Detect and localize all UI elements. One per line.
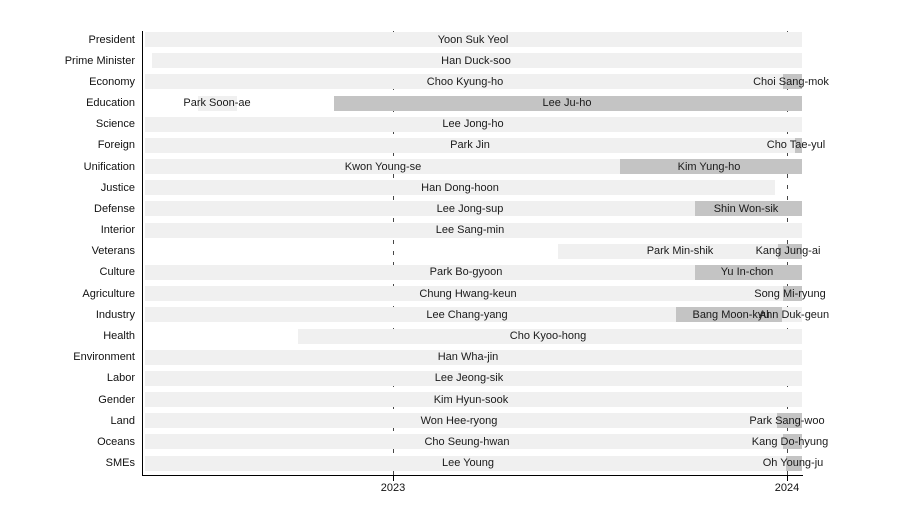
bar-yoon-suk-yeol: [145, 32, 802, 47]
minister-name-kim-yung-ho: Kim Yung-ho: [677, 160, 741, 173]
y-axis-line: [141, 31, 143, 475]
row-label-veterans: Veterans: [91, 245, 135, 258]
minister-name-cho-seung-hwan: Cho Seung-hwan: [424, 435, 510, 448]
bar-park-soon-ae: [198, 95, 237, 111]
bar-cho-kyoo-hong: [298, 328, 802, 344]
minister-name-yoon-suk-yeol: Yoon Suk Yeol: [437, 33, 509, 46]
minister-name-choo-kyung-ho: Choo Kyung-ho: [426, 75, 504, 88]
minister-name-park-min-shik: Park Min-shik: [646, 245, 714, 258]
minister-name-shin-won-sik: Shin Won-sik: [713, 202, 779, 215]
bar-han-wha-jin: [145, 349, 802, 365]
bar-lee-jong-ho: [145, 116, 802, 132]
minister-name-park-bo-gyoon: Park Bo-gyoon: [429, 266, 503, 279]
x-tick-2023: [392, 474, 394, 481]
bar-lee-ju-ho: [334, 95, 802, 111]
x-tick-label-2023: 2023: [380, 482, 406, 494]
minister-name-cho-tae-yul: Cho Tae-yul: [766, 139, 826, 152]
bar-bang-moon-kyu: [676, 307, 782, 323]
minister-name-ahn-duk-geun: Ahn Duk-geun: [758, 308, 830, 321]
bar-kwon-young-se: [145, 159, 620, 175]
bar-park-jin: [145, 137, 795, 153]
bar-cho-seung-hwan: [145, 434, 783, 450]
bar-ahn-duk-geun: [782, 307, 802, 323]
row-label-education: Education: [86, 97, 135, 110]
minister-name-kim-hyun-sook: Kim Hyun-sook: [433, 393, 509, 406]
minister-name-lee-chang-yang: Lee Chang-yang: [426, 308, 508, 321]
bar-lee-chang-yang: [145, 307, 676, 323]
bar-shin-won-sik: [695, 201, 802, 217]
bar-kang-jung-ai: [778, 243, 802, 259]
minister-name-lee-sang-min: Lee Sang-min: [435, 224, 505, 237]
gridline-2023: [392, 31, 394, 475]
minister-name-lee-young: Lee Young: [441, 457, 495, 470]
bar-lee-jeong-sik: [145, 370, 802, 386]
minister-name-han-wha-jin: Han Wha-jin: [437, 351, 499, 364]
bar-park-sang-woo: [777, 413, 802, 429]
bar-choo-kyung-ho: [145, 74, 783, 90]
row-label-smes: SMEs: [105, 457, 135, 470]
bar-oh-young-ju: [785, 455, 802, 471]
row-label-unification: Unification: [83, 160, 135, 173]
x-tick-label-2024: 2024: [774, 482, 800, 494]
minister-name-kang-jung-ai: Kang Jung-ai: [755, 245, 821, 258]
bar-kang-do-hyung: [783, 434, 802, 450]
minister-name-park-jin: Park Jin: [450, 139, 490, 152]
bar-cho-tae-yul: [795, 137, 802, 153]
row-label-environment: Environment: [73, 351, 135, 364]
minister-name-park-sang-woo: Park Sang-woo: [749, 414, 825, 427]
minister-name-won-hee-ryong: Won Hee-ryong: [420, 414, 498, 427]
row-label-defense: Defense: [94, 202, 135, 215]
minister-name-choi-sang-mok: Choi Sang-mok: [753, 75, 829, 88]
row-label-science: Science: [95, 118, 135, 131]
row-label-gender: Gender: [98, 393, 135, 406]
bar-lee-sang-min: [145, 222, 802, 238]
bar-yu-in-chon: [695, 264, 802, 280]
minister-name-han-duck-soo: Han Duck-soo: [441, 54, 511, 67]
minister-name-lee-ju-ho: Lee Ju-ho: [542, 97, 592, 110]
bar-han-duck-soo: [152, 53, 802, 69]
bar-park-bo-gyoon: [145, 264, 695, 280]
row-label-agriculture: Agriculture: [82, 287, 135, 300]
minister-name-park-soon-ae: Park Soon-ae: [183, 97, 251, 110]
bar-won-hee-ryong: [145, 413, 777, 429]
minister-name-cho-kyoo-hong: Cho Kyoo-hong: [509, 330, 587, 343]
bar-chung-hwang-keun: [145, 286, 783, 302]
bar-kim-hyun-sook: [145, 392, 802, 408]
minister-name-kwon-young-se: Kwon Young-se: [344, 160, 422, 173]
bar-park-min-shik: [558, 243, 778, 259]
bar-choi-sang-mok: [783, 74, 802, 90]
row-label-interior: Interior: [100, 224, 135, 237]
minister-name-han-dong-hoon: Han Dong-hoon: [421, 181, 499, 194]
row-label-foreign: Foreign: [97, 139, 135, 152]
row-label-justice: Justice: [100, 181, 135, 194]
bar-han-dong-hoon: [145, 180, 775, 196]
minister-name-lee-jong-sup: Lee Jong-sup: [436, 202, 504, 215]
minister-name-chung-hwang-keun: Chung Hwang-keun: [419, 287, 517, 300]
row-label-industry: Industry: [95, 308, 135, 321]
minister-name-bang-moon-kyu: Bang Moon-kyu: [692, 308, 770, 321]
x-tick-2024: [786, 474, 788, 481]
row-label-culture: Culture: [99, 266, 135, 279]
row-label-land: Land: [110, 414, 135, 427]
bar-song-mi-ryung: [783, 286, 802, 302]
row-label-president: President: [88, 33, 135, 46]
bar-kim-yung-ho: [620, 159, 802, 175]
row-label-economy: Economy: [89, 75, 135, 88]
bar-lee-jong-sup: [145, 201, 695, 217]
bar-lee-young: [145, 455, 786, 471]
minister-name-kang-do-hyung: Kang Do-hyung: [751, 435, 829, 448]
row-label-health: Health: [103, 330, 135, 343]
row-label-prime-minister: Prime Minister: [64, 54, 135, 67]
row-label-labor: Labor: [106, 372, 135, 385]
minister-name-song-mi-ryung: Song Mi-ryung: [754, 287, 826, 300]
minister-name-lee-jeong-sik: Lee Jeong-sik: [434, 372, 504, 385]
x-axis-line: [141, 474, 803, 476]
minister-name-oh-young-ju: Oh Young-ju: [762, 457, 824, 470]
row-label-oceans: Oceans: [97, 435, 135, 448]
minister-name-lee-jong-ho: Lee Jong-ho: [442, 118, 504, 131]
minister-name-yu-in-chon: Yu In-chon: [720, 266, 774, 279]
